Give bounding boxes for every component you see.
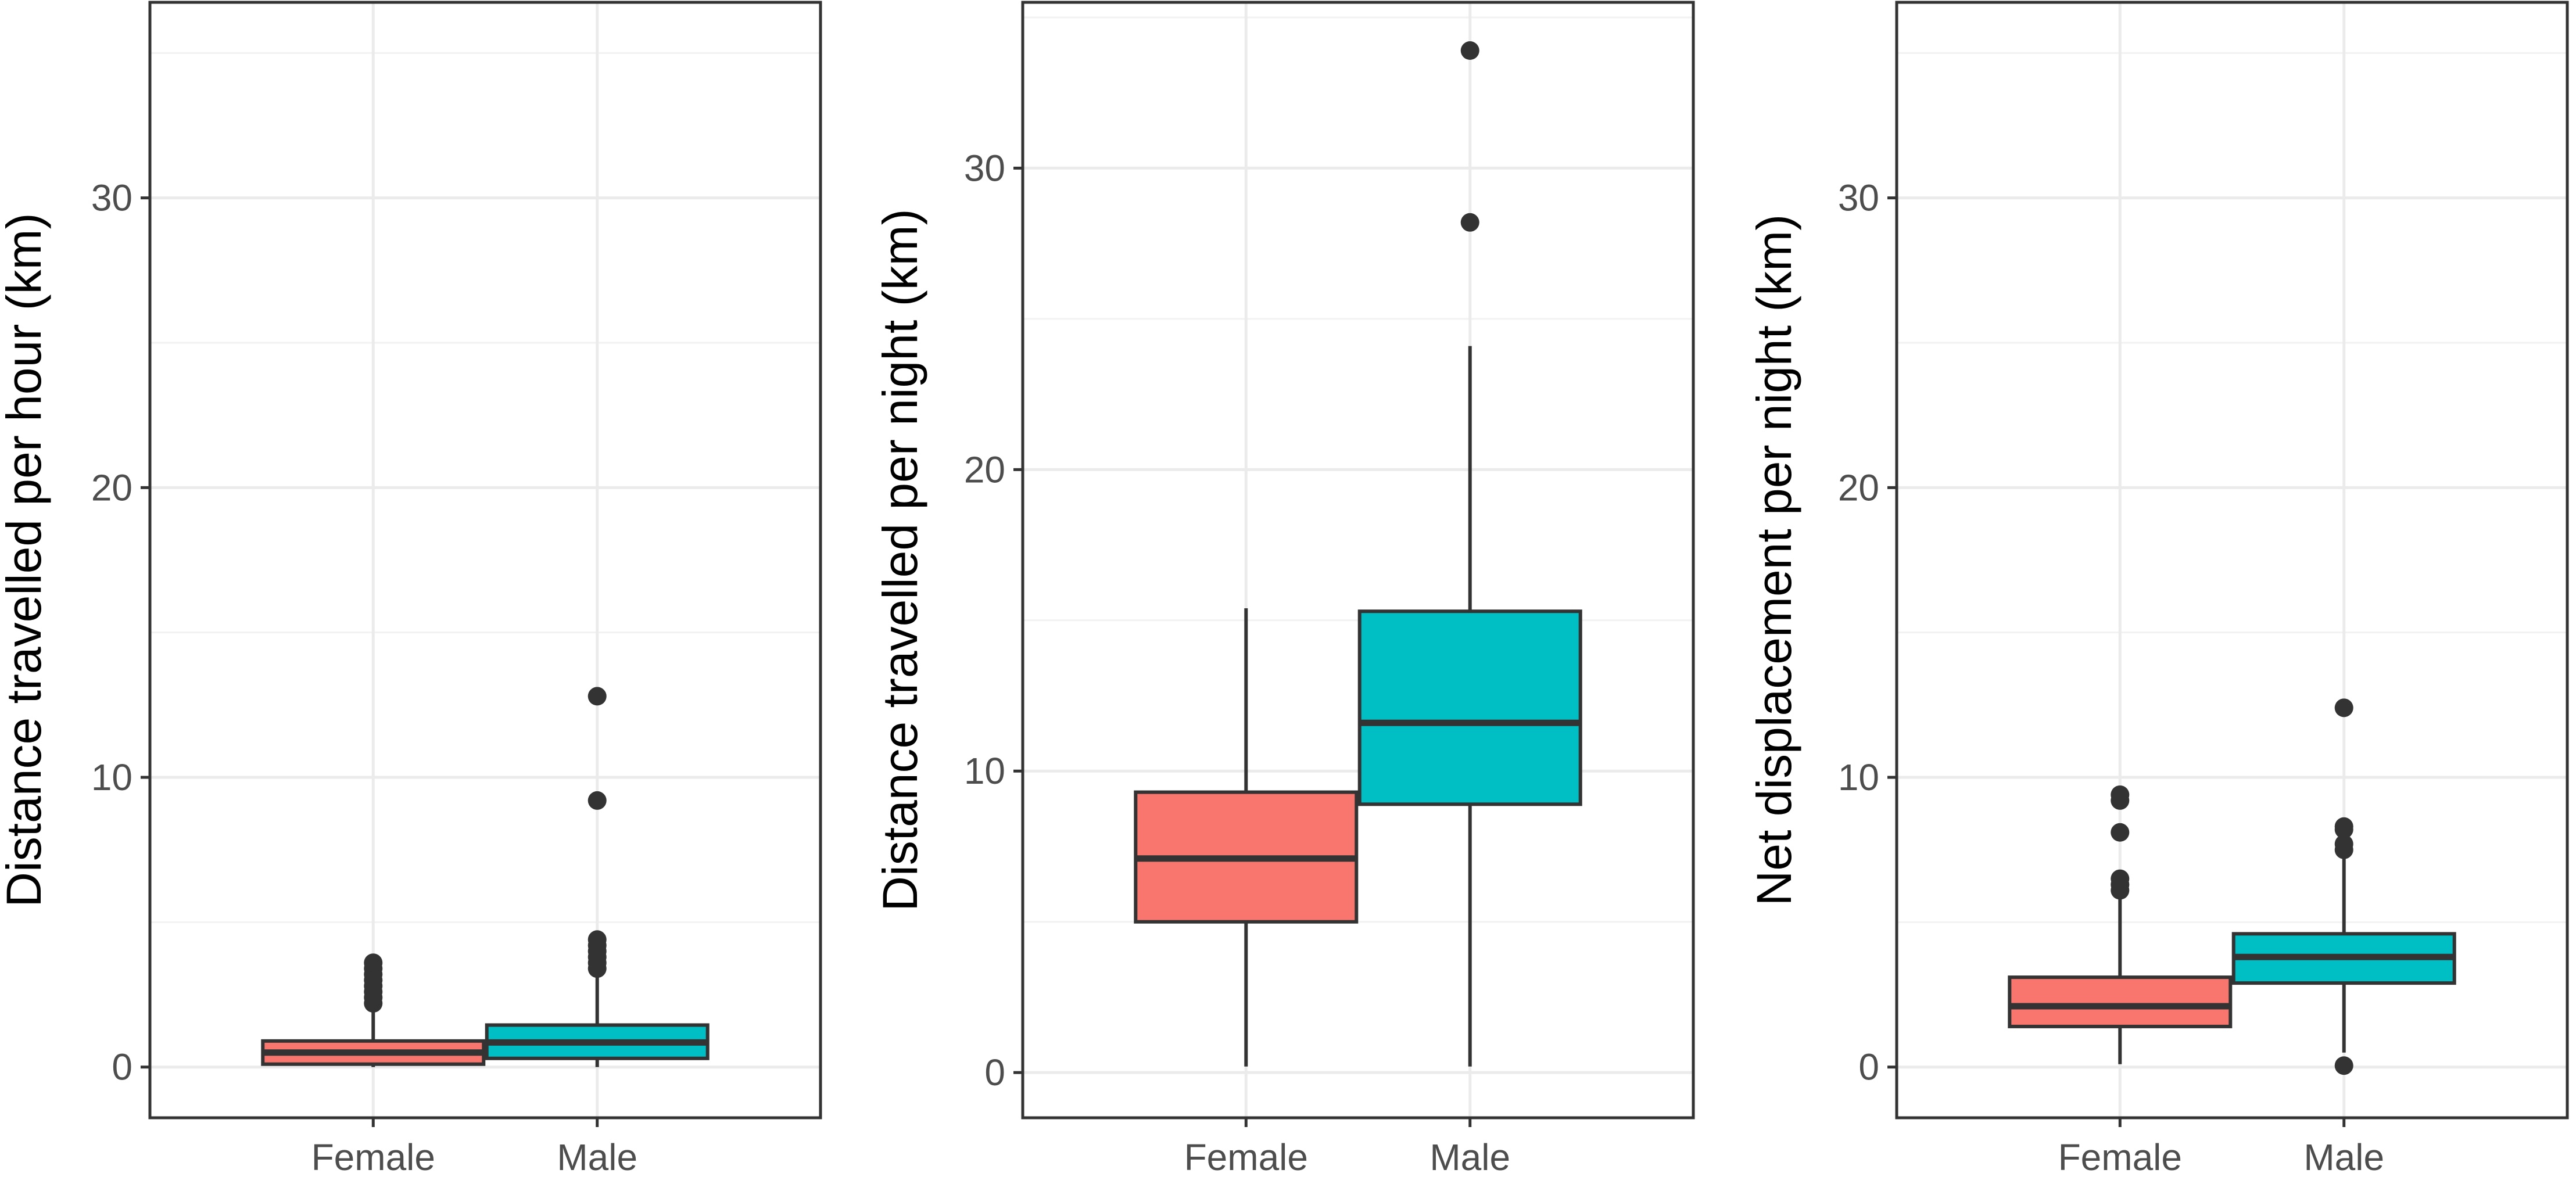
outlier-point <box>587 687 607 706</box>
outlier-point <box>2334 1056 2353 1075</box>
y-tick-label: 30 <box>91 177 132 219</box>
y-tick-label: 30 <box>1838 177 1879 219</box>
y-tick-label: 30 <box>964 147 1005 189</box>
box-male <box>485 687 710 1067</box>
box-female <box>1134 608 1359 1067</box>
box-female <box>261 953 486 1067</box>
x-tick-label: Male <box>2303 1136 2384 1178</box>
chart-panel-3: 0 10 20 30 Female Male Net displacement per ni… <box>1747 1 2569 1178</box>
box-male <box>1357 41 1582 1067</box>
x-tick-label: Female <box>1184 1136 1308 1178</box>
y-tick-label: 10 <box>91 756 132 798</box>
chart-panel-2: 0 10 20 30 Female Male Distance travelled per … <box>873 1 1695 1178</box>
box-iqr <box>1357 609 1582 806</box>
y-tick-label: 0 <box>984 1052 1005 1093</box>
chart-panel-1: 0 10 20 30 Female Male Distance travelled per … <box>0 1 822 1178</box>
panel-border <box>1895 1 2569 1120</box>
y-axis-title: Distance travelled per hour (km) <box>0 213 51 907</box>
x-tick-label: Female <box>2058 1136 2182 1178</box>
outlier-point <box>364 953 383 973</box>
panel-background <box>150 2 821 1118</box>
outlier-point <box>2111 869 2130 888</box>
outlier-point <box>1460 41 1479 60</box>
outlier-point <box>2111 823 2130 842</box>
box-female <box>2008 785 2233 1064</box>
panel-border <box>148 1 822 1120</box>
outlier-point <box>2334 834 2353 853</box>
box-iqr <box>2008 975 2233 1028</box>
x-tick-label: Male <box>1429 1136 1510 1178</box>
y-tick-label: 20 <box>964 449 1005 490</box>
y-tick-label: 10 <box>964 750 1005 792</box>
y-tick-label: 20 <box>1838 467 1879 508</box>
panel-background <box>1023 2 1693 1118</box>
box-male <box>2231 698 2456 1075</box>
y-axis-title: Distance travelled per night (km) <box>873 209 927 911</box>
outlier-point <box>2334 817 2353 836</box>
outlier-point <box>587 930 607 949</box>
x-tick-label: Female <box>311 1136 435 1178</box>
y-tick-label: 0 <box>112 1046 132 1088</box>
panel-border <box>1021 1 1695 1120</box>
y-tick-label: 0 <box>1858 1046 1879 1088</box>
outlier-point <box>2334 698 2353 717</box>
outlier-point <box>1460 213 1479 232</box>
y-axis-title: Net displacement per night (km) <box>1747 214 1801 906</box>
y-tick-label: 20 <box>91 467 132 508</box>
x-tick-label: Male <box>557 1136 637 1178</box>
panel-background <box>1897 2 2567 1118</box>
outlier-point <box>2111 785 2130 804</box>
y-tick-label: 10 <box>1838 756 1879 798</box>
outlier-point <box>587 791 607 810</box>
